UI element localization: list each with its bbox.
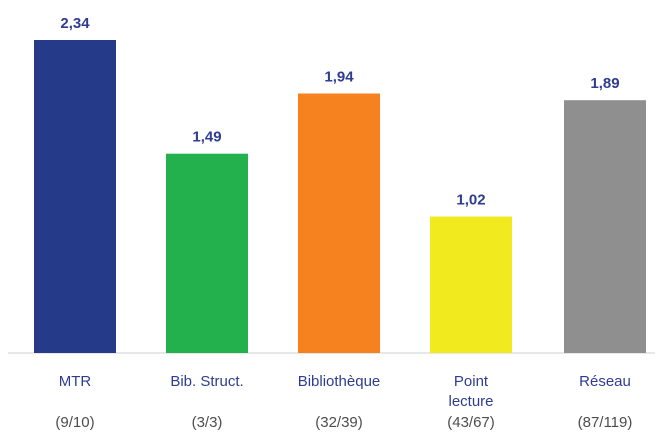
bar-2 — [298, 93, 380, 353]
value-label-1: 1,49 — [192, 129, 221, 146]
count-label-4: (87/119) — [578, 414, 633, 431]
count-label-2: (32/39) — [315, 414, 363, 431]
category-label-1: Bib. Struct. — [170, 373, 243, 390]
category-label-2: Bibliothèque — [298, 373, 381, 390]
category-label-3-line-0: Point — [454, 373, 489, 390]
value-label-2: 1,94 — [324, 69, 354, 86]
bars-group — [34, 40, 646, 353]
category-label-3-line-1: lecture — [448, 393, 493, 410]
count-label-3: (43/67) — [447, 414, 495, 431]
count-label-0: (9/10) — [55, 414, 94, 431]
bar-3 — [430, 216, 512, 353]
bar-0 — [34, 40, 116, 353]
value-label-0: 2,34 — [60, 15, 90, 32]
bar-4 — [564, 100, 646, 353]
count-label-1: (3/3) — [192, 414, 223, 431]
value-label-4: 1,89 — [590, 75, 619, 92]
value-label-3: 1,02 — [456, 192, 485, 209]
category-label-0: MTR — [59, 373, 92, 390]
labels-group: 2,34 MTR (9/10) 1,49 Bib. Struct. (3/3) 1,94 Bi… — [55, 15, 632, 431]
bar-1 — [166, 153, 248, 353]
category-label-4: Réseau — [579, 373, 631, 390]
